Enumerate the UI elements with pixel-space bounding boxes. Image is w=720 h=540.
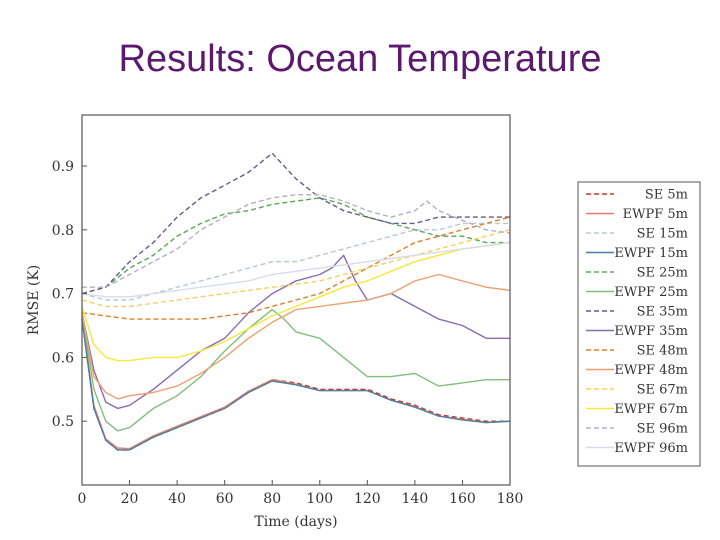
- legend-entry: EWPF 25m: [614, 285, 688, 300]
- series-line-ewpf-67m: [81, 241, 511, 362]
- series-line-ewpf-48m: [81, 273, 511, 400]
- legend-entry: EWPF 5m: [623, 207, 688, 222]
- x-tick-label: 120: [354, 491, 381, 507]
- legend-entry: EWPF 35m: [614, 324, 688, 339]
- legend-entry: EWPF 96m: [614, 441, 688, 456]
- x-tick-label: 100: [306, 491, 333, 507]
- x-tick-label: 0: [78, 491, 87, 507]
- legend-entry: SE 15m: [637, 227, 688, 242]
- legend-entry: EWPF 15m: [614, 246, 688, 261]
- x-tick-label: 40: [168, 491, 186, 507]
- legend-entry: SE 96m: [637, 422, 688, 437]
- slide-title: Results: Ocean Temperature: [118, 38, 602, 80]
- x-tick-label: 20: [121, 491, 139, 507]
- x-tick-label: 140: [402, 491, 429, 507]
- legend-entry: SE 35m: [637, 305, 688, 320]
- y-tick-label: 0.9: [52, 159, 74, 175]
- legend-entry: EWPF 67m: [614, 402, 688, 417]
- y-tick-label: 0.7: [52, 287, 74, 303]
- series-line-se-35m: [81, 152, 510, 295]
- series-line-ewpf-35m: [81, 254, 510, 410]
- legend-entry: SE 25m: [637, 266, 688, 281]
- x-tick-label: 160: [449, 491, 476, 507]
- x-tick-label: 60: [216, 491, 234, 507]
- series-line-se-25m: [81, 197, 510, 295]
- legend-entry: EWPF 48m: [614, 363, 688, 378]
- series-line-se-5m: [81, 319, 510, 451]
- x-tick-label: 180: [497, 491, 524, 507]
- legend-entry: SE 67m: [637, 383, 688, 398]
- series-line-se-67m: [81, 229, 511, 308]
- x-tick-label: 80: [263, 491, 281, 507]
- series-line-ewpf-96m: [81, 241, 511, 298]
- legend: SE 5m EWPF 5m SE 15m EWPF 15m SE 25m EWPF 25m…: [577, 181, 701, 467]
- series-line-se-48m: [81, 216, 511, 320]
- y-axis-label: RMSE (K): [26, 265, 42, 336]
- y-tick-label: 0.6: [52, 350, 74, 366]
- y-tick-label: 0.8: [52, 223, 74, 239]
- series-line-ewpf-25m: [81, 308, 510, 432]
- x-axis-label: Time (days): [254, 514, 337, 530]
- y-tick-label: 0.5: [52, 414, 74, 430]
- plot-frame: [81, 114, 511, 486]
- series-line-ewpf-15m: [81, 319, 511, 451]
- legend-entry: SE 48m: [637, 344, 688, 359]
- series-line-ewpf-5m: [81, 315, 511, 450]
- series-line-se-96m: [82, 193, 511, 288]
- legend-entry: SE 5m: [645, 188, 688, 203]
- legend-frame: [577, 181, 701, 467]
